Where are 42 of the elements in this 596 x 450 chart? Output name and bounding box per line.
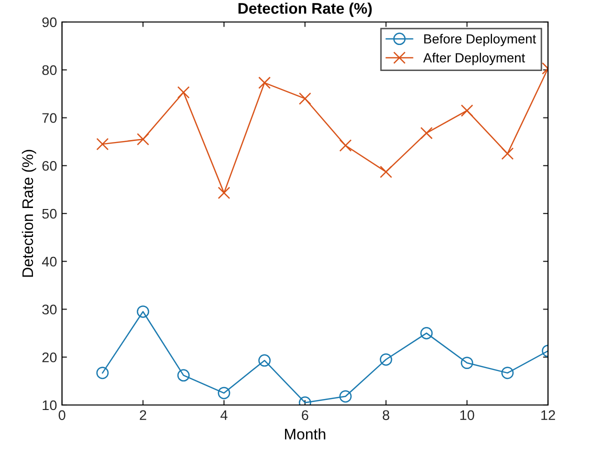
point [136, 133, 150, 146]
point [420, 327, 433, 340]
y-tick-label: 60 [42, 160, 57, 171]
point [136, 305, 150, 318]
point [177, 369, 190, 382]
point [218, 386, 230, 400]
x-tick-label: 0 [58, 410, 66, 420]
point [460, 104, 474, 117]
x-tick-label: 2 [140, 410, 146, 420]
point [96, 138, 109, 150]
point [258, 354, 271, 367]
x-tick-label: 12 [541, 410, 556, 420]
point [298, 92, 312, 105]
x-tick-label: 8 [382, 410, 390, 420]
y-tick-label: 10 [42, 400, 57, 410]
point [501, 366, 514, 380]
legend-label: Before Deployment [424, 34, 536, 46]
y-tick-label: 40 [42, 256, 57, 267]
point [339, 390, 352, 403]
legend-label: After Deployment [423, 52, 526, 66]
point [460, 356, 474, 370]
y-tick-label: 80 [42, 65, 57, 76]
y-tick-label: 30 [42, 304, 57, 314]
point [380, 166, 392, 178]
x-axis-title: Month [285, 428, 326, 440]
point [258, 76, 271, 89]
y-tick-label: 90 [42, 17, 57, 28]
y-tick-label: 70 [42, 113, 57, 123]
x-tick-label: 4 [220, 410, 228, 420]
point [96, 366, 109, 380]
point [380, 353, 392, 366]
x-tick-label: 6 [302, 410, 308, 420]
x-tick-label: 10 [460, 410, 474, 420]
y-axis-title: Detection Rate (%) [22, 150, 36, 277]
point [218, 186, 230, 200]
point [501, 147, 514, 160]
point [339, 139, 352, 152]
point [177, 86, 190, 99]
y-tick-label: 20 [42, 352, 57, 362]
y-tick-label: 50 [42, 208, 57, 219]
chart-title: Detection Rate (%) [238, 2, 372, 17]
point [420, 126, 433, 140]
